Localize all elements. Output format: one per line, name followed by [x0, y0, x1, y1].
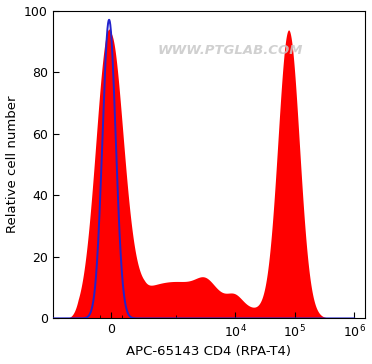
Y-axis label: Relative cell number: Relative cell number [6, 96, 19, 233]
X-axis label: APC-65143 CD4 (RPA-T4): APC-65143 CD4 (RPA-T4) [126, 345, 291, 359]
Text: WWW.PTGLAB.COM: WWW.PTGLAB.COM [158, 44, 303, 57]
